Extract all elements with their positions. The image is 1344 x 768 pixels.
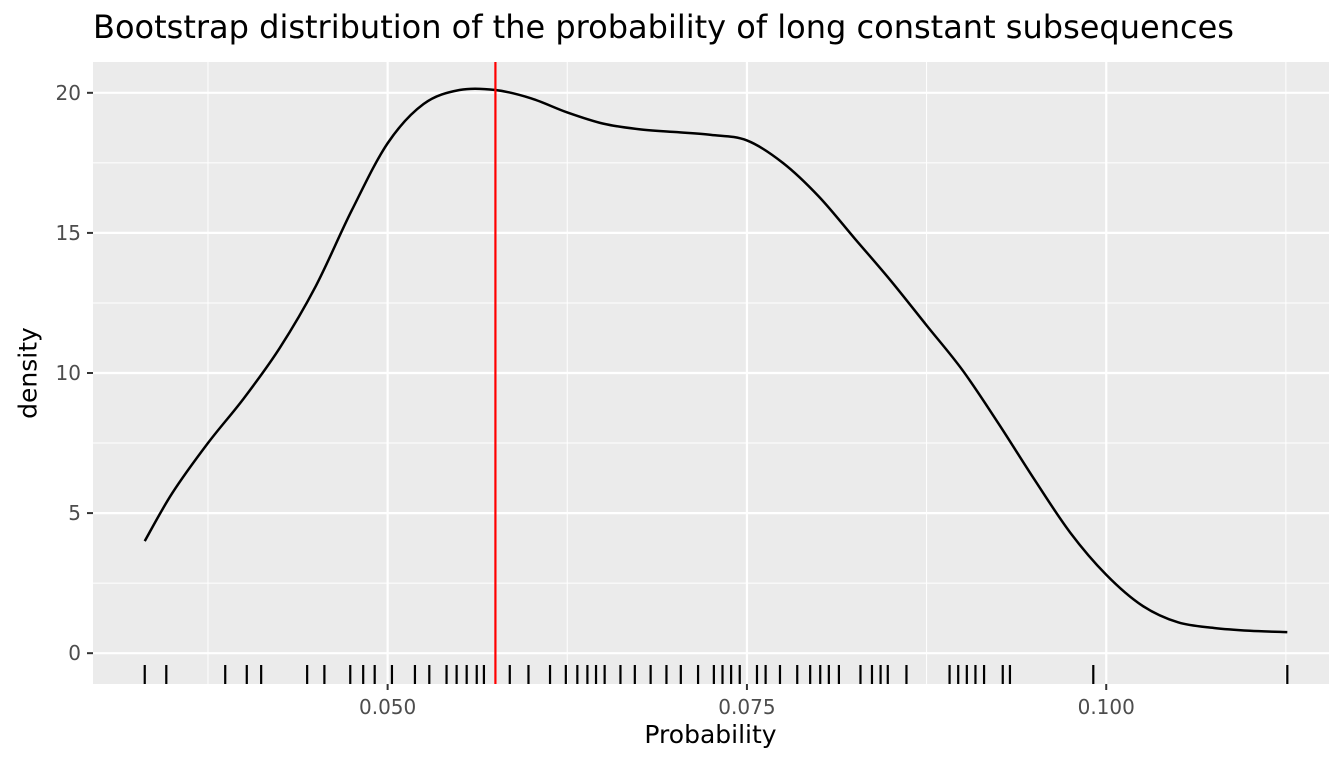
y-tick-label: 15 xyxy=(56,221,81,245)
y-tick-label: 0 xyxy=(68,641,81,665)
y-tick-label: 20 xyxy=(56,81,81,105)
x-tick-label: 0.050 xyxy=(359,695,416,719)
density-curve xyxy=(143,87,1288,634)
y-tick-label: 5 xyxy=(68,501,81,525)
chart-title: Bootstrap distribution of the probabilit… xyxy=(93,8,1234,46)
x-axis-label: Probability xyxy=(644,720,777,749)
y-tick-label: 10 xyxy=(56,361,81,385)
x-tick-label: 0.075 xyxy=(718,695,775,719)
x-tick-label: 0.100 xyxy=(1078,695,1135,719)
